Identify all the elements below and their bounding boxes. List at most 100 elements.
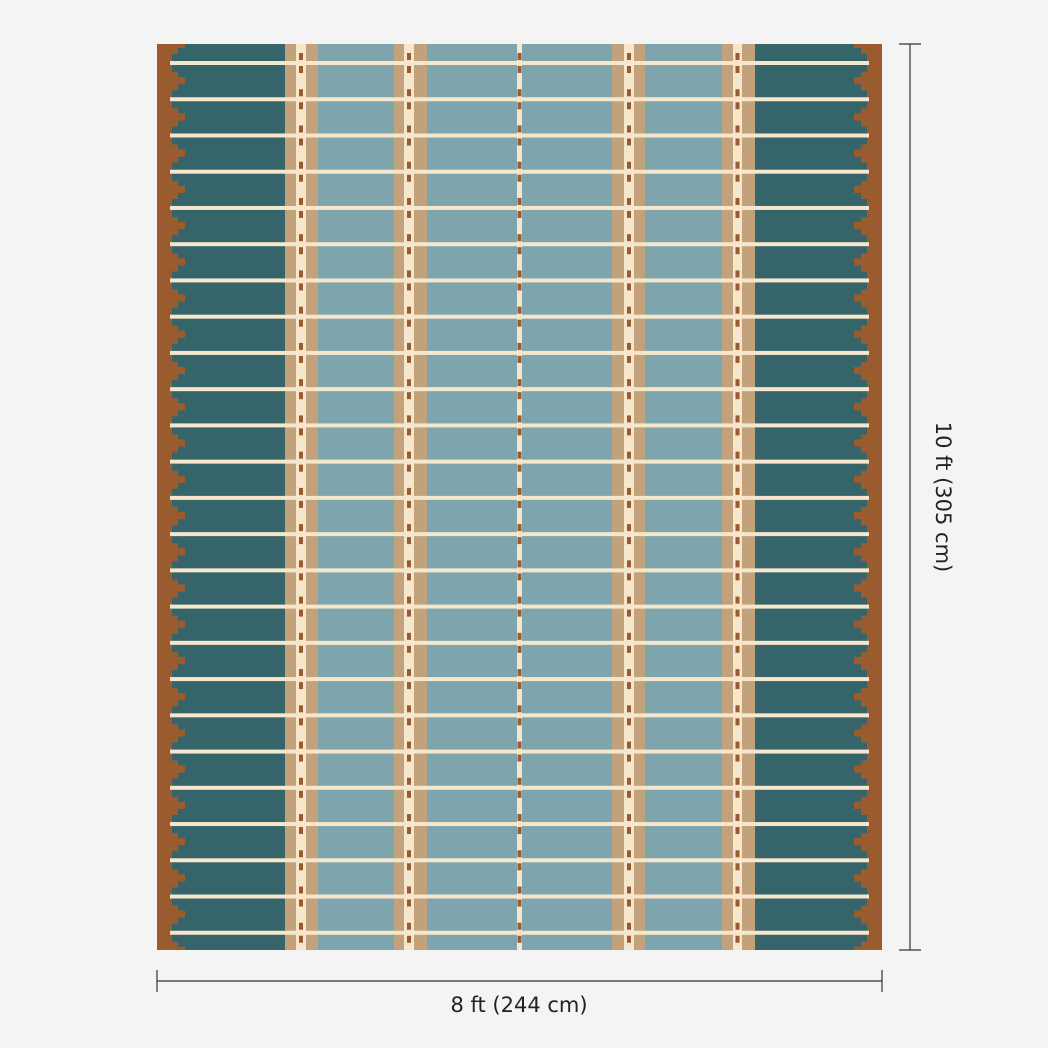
rug-dash [735, 886, 740, 894]
rug-dash [407, 899, 411, 907]
rug-dash [735, 596, 740, 604]
rug-dash [627, 524, 631, 532]
rug-dash [299, 428, 303, 436]
rug-dash [627, 827, 631, 835]
rug-dash [299, 827, 303, 835]
rug-dash [735, 66, 740, 73]
rug-horizontal-stripe [170, 749, 869, 754]
rug-dash [627, 283, 631, 291]
rug-horizontal-stripe [170, 532, 869, 537]
rug-dash [407, 102, 411, 110]
rug-dash [517, 66, 522, 73]
rug-dash [735, 632, 740, 640]
rug-dash [299, 935, 303, 943]
rug-dash [627, 270, 631, 278]
rug-horizontal-stripe [170, 822, 869, 827]
width-label: 8 ft (244 cm) [450, 993, 587, 1017]
rug-dash [627, 850, 631, 858]
rug-dash [627, 197, 631, 205]
rug-horizontal-stripe [170, 133, 869, 138]
rug-dash [627, 596, 631, 604]
rug-dash [627, 234, 631, 242]
rug-dash [627, 319, 631, 327]
rug-dash [299, 524, 303, 532]
rug-dash [517, 632, 522, 640]
rug-dash [627, 392, 631, 400]
rug-dash [735, 53, 740, 60]
rug-dash [517, 922, 522, 930]
rug-dash [299, 790, 303, 798]
rug-dash [299, 487, 303, 495]
rug-dash [407, 645, 411, 653]
rug-dash [407, 392, 411, 400]
rug-dash [407, 790, 411, 798]
rug-dash [735, 935, 740, 943]
rug-dash [299, 379, 303, 387]
rug-dash [407, 415, 411, 423]
rug-dash [735, 922, 740, 930]
rug-dash [299, 814, 303, 822]
rug-dash [517, 850, 522, 858]
rug-dash [517, 935, 522, 943]
rug-horizontal-stripe [170, 97, 869, 102]
rug-dash [627, 573, 631, 581]
rug-dash [517, 197, 522, 205]
rug-horizontal-stripe [170, 568, 869, 573]
rug-horizontal-stripe [170, 314, 869, 319]
rug-dash [299, 161, 303, 169]
rug-dash [299, 66, 303, 73]
rug-dash [299, 306, 303, 314]
rug-dash [407, 247, 411, 255]
rug-dash [735, 234, 740, 242]
rug-horizontal-stripe [170, 785, 869, 790]
rug-dash [627, 66, 631, 73]
rug-dash [407, 355, 411, 363]
rug-dash [735, 319, 740, 327]
rug-dash [407, 814, 411, 822]
rug-dash [627, 922, 631, 930]
rug-dash [735, 899, 740, 907]
rug-dash [517, 125, 522, 133]
rug-dash [407, 89, 411, 97]
rug-dash [735, 464, 740, 472]
rug-dash [627, 89, 631, 97]
rug-dash [407, 609, 411, 617]
rug-dash [735, 174, 740, 182]
rug-horizontal-stripe [170, 894, 869, 899]
rug-dash [627, 53, 631, 60]
rug-dash [299, 500, 303, 508]
rug-dash [299, 319, 303, 327]
rug-dash [407, 669, 411, 677]
rug-horizontal-stripe [170, 350, 869, 355]
rug-dash [407, 234, 411, 242]
rug-dash [407, 850, 411, 858]
rug-dash [517, 306, 522, 314]
rug-horizontal-stripe [170, 604, 869, 609]
rug-dash [299, 899, 303, 907]
rug-dash [735, 682, 740, 690]
rug-dash [517, 645, 522, 653]
rug-dash [407, 705, 411, 713]
rug-dash [735, 537, 740, 545]
rug-dash [735, 270, 740, 278]
rug [157, 44, 882, 950]
rug-dash [299, 283, 303, 291]
rug-dash [299, 754, 303, 762]
rug-dash [517, 596, 522, 604]
rug-dash [627, 537, 631, 545]
rug-dash [735, 342, 740, 350]
rug-dash [627, 342, 631, 350]
rug-dash [517, 210, 522, 218]
rug-dash [517, 790, 522, 798]
rug-dash [735, 379, 740, 387]
rug-dash [517, 560, 522, 568]
rug-horizontal-stripe [170, 169, 869, 174]
rug-dash [735, 718, 740, 726]
rug-dash [517, 89, 522, 97]
rug-horizontal-stripe [170, 713, 869, 718]
rug-dash [735, 790, 740, 798]
rug-dash [735, 669, 740, 677]
rug-dash [407, 596, 411, 604]
rug-dash [517, 161, 522, 169]
rug-dash [517, 524, 522, 532]
